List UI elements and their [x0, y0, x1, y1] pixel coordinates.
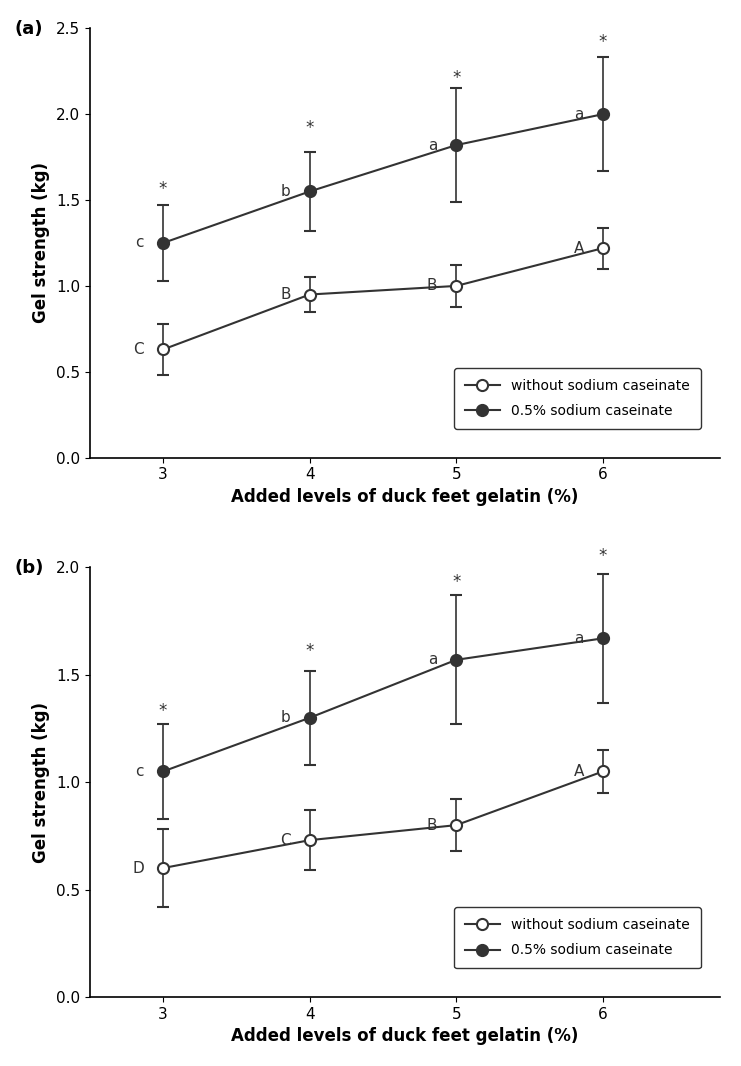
- Text: a: a: [428, 138, 437, 152]
- Text: A: A: [574, 764, 584, 779]
- Text: B: B: [280, 287, 290, 302]
- Text: *: *: [599, 33, 607, 50]
- Legend: without sodium caseinate, 0.5% sodium caseinate: without sodium caseinate, 0.5% sodium ca…: [453, 368, 700, 430]
- Text: a: a: [574, 631, 584, 646]
- Text: C: C: [280, 833, 290, 847]
- Text: b: b: [281, 710, 290, 725]
- Text: a: a: [428, 652, 437, 667]
- Text: C: C: [133, 342, 144, 357]
- Text: *: *: [599, 547, 607, 565]
- X-axis label: Added levels of duck feet gelatin (%): Added levels of duck feet gelatin (%): [231, 1028, 579, 1045]
- Text: (a): (a): [14, 19, 42, 37]
- Text: *: *: [452, 574, 460, 592]
- Y-axis label: Gel strength (kg): Gel strength (kg): [33, 701, 50, 862]
- Text: a: a: [574, 107, 584, 122]
- Text: *: *: [159, 180, 167, 198]
- Text: D: D: [132, 860, 144, 875]
- Text: A: A: [574, 241, 584, 256]
- Text: B: B: [427, 818, 437, 833]
- Text: b: b: [281, 184, 290, 199]
- Text: c: c: [136, 236, 144, 251]
- Text: c: c: [136, 764, 144, 779]
- Y-axis label: Gel strength (kg): Gel strength (kg): [33, 162, 50, 323]
- Text: B: B: [427, 278, 437, 293]
- Text: *: *: [305, 118, 314, 136]
- Text: *: *: [159, 701, 167, 720]
- Text: (b): (b): [14, 559, 44, 577]
- Legend: without sodium caseinate, 0.5% sodium caseinate: without sodium caseinate, 0.5% sodium ca…: [453, 907, 700, 969]
- X-axis label: Added levels of duck feet gelatin (%): Added levels of duck feet gelatin (%): [231, 488, 579, 506]
- Text: *: *: [305, 642, 314, 660]
- Text: *: *: [452, 68, 460, 86]
